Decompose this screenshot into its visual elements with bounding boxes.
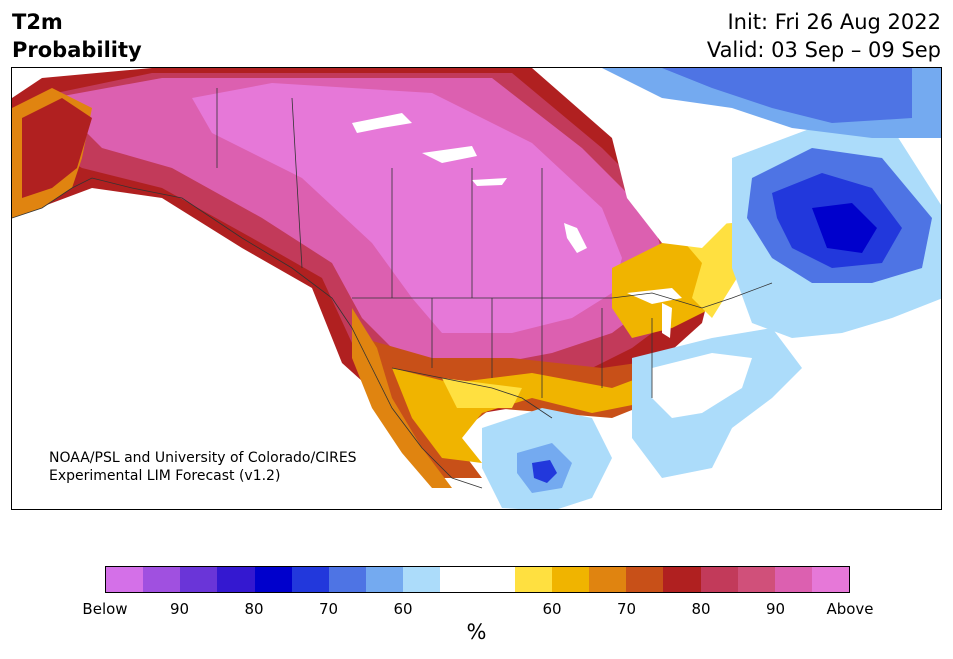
map-title: T2m Probability: [12, 8, 142, 64]
region-arctic-b65: [662, 68, 912, 123]
colorbar-swatch: [663, 567, 701, 592]
colorbar-swatch: [254, 567, 292, 592]
colorbar: [105, 566, 850, 593]
init-date: Init: Fri 26 Aug 2022: [727, 10, 941, 34]
province-lines: [216, 88, 543, 298]
colorbar-tick-label: 80: [691, 600, 711, 618]
colorbar-unit: %: [466, 620, 487, 644]
colorbar-tick-label: 90: [765, 600, 786, 618]
colorbar-swatch: [366, 567, 404, 592]
colorbar-swatch: [626, 567, 664, 592]
colorbar-swatch: [217, 567, 255, 592]
forecast-map: [11, 67, 942, 510]
map-svg: [12, 68, 941, 509]
colorbar-swatch: [403, 567, 441, 592]
region-northeast-yellow: [672, 223, 737, 318]
credit-text: NOAA/PSL and University of Colorado/CIRE…: [49, 449, 357, 485]
colorbar-swatch: [291, 567, 329, 592]
colorbar-tick-label: Below: [82, 600, 128, 618]
us-mexico-border: [391, 367, 553, 419]
great-bear-lake: [352, 113, 412, 133]
colorbar-swatch: [180, 567, 218, 592]
lake-michigan: [662, 303, 672, 338]
date-info: Init: Fri 26 Aug 2022 Valid: 03 Sep – 09…: [707, 8, 941, 64]
colorbar-swatch: [514, 567, 552, 592]
region-above-max: [192, 83, 622, 333]
variable-label: T2m: [12, 10, 63, 34]
credit-line-2: Experimental LIM Forecast (v1.2): [49, 468, 281, 484]
lake-athabasca: [472, 178, 507, 186]
colorbar-tick-label: 80: [244, 600, 264, 618]
colorbar-swatch: [477, 567, 515, 592]
credit-line-1: NOAA/PSL and University of Colorado/CIRE…: [49, 450, 357, 466]
region-mexico-b70: [532, 460, 557, 483]
lakes: [352, 113, 732, 338]
coastline: [12, 177, 483, 489]
colorbar-tick-label: 60: [393, 600, 413, 618]
colorbar-ticks: Below 90 80 70 60 60 70 80 90 Above: [82, 600, 873, 620]
colorbar-swatch: [811, 567, 850, 592]
colorbar-tick-label: Above: [826, 600, 874, 618]
colorbar-tick-label: 90: [169, 600, 190, 618]
lake-winnipeg: [564, 223, 587, 253]
region-westcoast-warm: [352, 308, 452, 488]
colorbar-swatch: [774, 567, 812, 592]
product-label: Probability: [12, 38, 142, 62]
colorbar-tick-label: 70: [616, 600, 637, 618]
region-alaska-red: [22, 98, 92, 198]
colorbar-swatch: [106, 567, 144, 592]
colorbar-swatch: [551, 567, 590, 592]
us-canada-border: [352, 282, 773, 309]
colorbar-swatch: [440, 567, 478, 592]
region-above-southwest-core: [442, 378, 522, 408]
colorbar-swatch: [589, 567, 627, 592]
hudson-bay: [612, 128, 732, 248]
state-lines: [431, 298, 653, 398]
colorbar-swatch: [143, 567, 181, 592]
great-slave-lake: [422, 146, 477, 163]
probability-shading: [12, 68, 941, 509]
region-southeast-white: [652, 353, 752, 418]
colorbar-swatch: [328, 567, 367, 592]
region-eastcanada-b75: [812, 203, 877, 253]
colorbar-tick-label: 60: [542, 600, 562, 618]
lake-superior: [627, 288, 682, 304]
valid-range: Valid: 03 Sep – 09 Sep: [706, 38, 941, 62]
borders: [12, 88, 773, 489]
colorbar-tick-label: 70: [318, 600, 339, 618]
colorbar-swatch: [737, 567, 775, 592]
colorbar-swatch: [700, 567, 738, 592]
